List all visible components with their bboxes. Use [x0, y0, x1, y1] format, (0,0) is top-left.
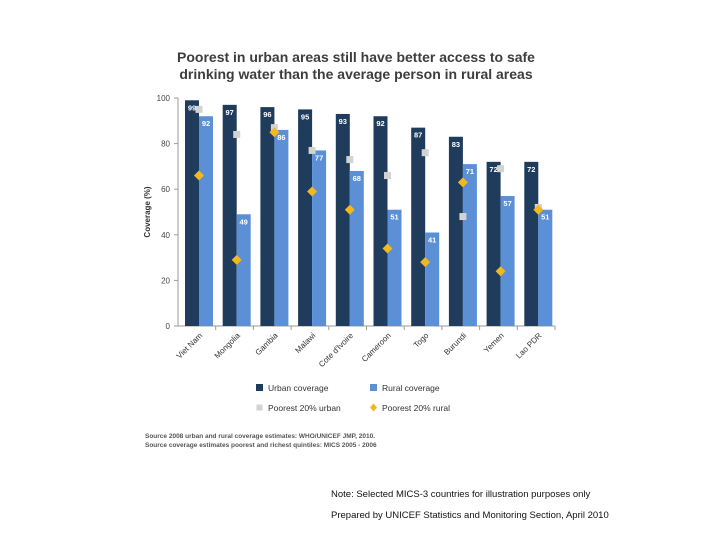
data-label-rural: 92: [202, 119, 210, 128]
category-label: Cote d'Ivoire: [317, 331, 355, 369]
y-tick-label: 60: [161, 185, 170, 194]
legend-swatch: [256, 384, 263, 391]
category-label: Gambia: [253, 331, 280, 358]
data-label-urban: 96: [263, 110, 271, 119]
marker-poorest-rural: [382, 243, 393, 254]
data-label-rural: 41: [428, 236, 436, 245]
legend: Urban coverage Rural coverage Poorest 20% …: [256, 383, 450, 413]
bar-rural: [274, 129, 289, 326]
data-label-urban: 72: [489, 165, 497, 174]
marker-poorest-urban: [421, 149, 429, 157]
data-label-rural: 71: [466, 167, 474, 176]
bar-urban: [448, 136, 463, 326]
bar-rural: [199, 116, 213, 327]
marker-poorest-rural: [194, 170, 204, 181]
marker-poorest-urban: [233, 130, 241, 138]
marker-poorest-rural: [495, 266, 506, 277]
y-axis-label: Coverage (%): [143, 186, 152, 237]
data-label-urban: 95: [301, 112, 309, 121]
category-label: Cameroon: [360, 331, 393, 364]
marker-poorest-urban: [195, 105, 203, 113]
bar-urban: [373, 116, 388, 327]
chart-title-line-2: drinking water than the average person i…: [179, 66, 532, 82]
data-label-rural: 51: [541, 213, 549, 222]
marker-poorest-rural: [420, 257, 431, 268]
bar-rural: [462, 164, 477, 326]
data-label-urban: 83: [452, 140, 460, 149]
marker-poorest-urban: [384, 172, 391, 180]
data-label-rural: 77: [315, 153, 323, 162]
bar-rural: [538, 209, 553, 326]
bar-rural: [312, 150, 327, 326]
category-label: Yemen: [482, 331, 506, 355]
bar-urban: [524, 161, 539, 326]
bar-rural: [236, 214, 251, 326]
data-label-urban: 87: [414, 131, 422, 140]
prepared-by-line: Prepared by UNICEF Statistics and Monito…: [331, 510, 609, 521]
y-tick-label: 40: [161, 231, 170, 240]
data-label-rural: 51: [390, 213, 398, 222]
chart-title-line-1: Poorest in urban areas still have better…: [177, 49, 535, 65]
y-tick-label: 20: [161, 276, 170, 285]
bar-rural: [387, 209, 402, 326]
bar-urban: [298, 109, 313, 327]
y-tick-label: 80: [161, 140, 170, 149]
source-line-2: Source coverage estimates poorest and ri…: [145, 442, 377, 449]
legend-label: Poorest 20% rural: [382, 403, 450, 413]
legend-label: Rural coverage: [382, 383, 440, 393]
data-label-urban: 93: [339, 117, 347, 126]
category-label: Burundi: [442, 331, 468, 357]
marker-poorest-urban: [346, 156, 354, 164]
bar-urban: [411, 127, 426, 326]
data-label-rural: 68: [353, 174, 361, 183]
marker-poorest-rural: [269, 127, 280, 138]
data-label-urban: 99: [188, 103, 196, 112]
marker-poorest-urban: [308, 146, 316, 154]
bar-rural: [425, 232, 440, 326]
note-line: Note: Selected MICS-3 countries for illu…: [331, 489, 591, 500]
marker-poorest-rural: [231, 254, 242, 265]
source-line-1: Source 2008 urban and rural coverage est…: [145, 433, 375, 440]
bar-urban: [486, 161, 501, 326]
legend-label: Poorest 20% urban: [268, 403, 341, 413]
data-label-rural: 57: [503, 199, 511, 208]
marker-poorest-rural: [344, 204, 355, 215]
bar-rural: [349, 170, 364, 326]
data-label-urban: 92: [376, 119, 384, 128]
marker-poorest-urban: [497, 165, 505, 173]
data-label-urban: 97: [226, 108, 234, 117]
source-notes: Source 2008 urban and rural coverage est…: [145, 432, 377, 450]
legend-swatch: [256, 404, 263, 411]
marker-poorest-rural: [457, 177, 468, 188]
data-label-rural: 86: [277, 133, 285, 142]
bar-urban: [222, 104, 237, 326]
category-label: Viet Nam: [175, 331, 205, 361]
bar-urban: [185, 100, 199, 326]
bar-urban: [335, 113, 350, 327]
category-label: Mongolia: [213, 331, 243, 361]
y-tick-label: 0: [166, 322, 171, 331]
marker-poorest-rural: [307, 186, 318, 197]
marker-poorest-rural: [533, 204, 544, 215]
footer-notes: Note: Selected MICS-3 countries for illu…: [331, 484, 609, 526]
category-label: Malawi: [293, 331, 317, 355]
legend-label: Urban coverage: [268, 383, 329, 393]
data-label-urban: 72: [527, 165, 535, 174]
category-label: Lao PDR: [514, 331, 543, 360]
y-tick-label: 100: [157, 94, 171, 103]
legend-swatch: [370, 384, 377, 391]
bar-rural: [500, 196, 515, 326]
marker-poorest-urban: [459, 213, 467, 221]
legend-swatch: [370, 403, 377, 412]
data-label-rural: 49: [240, 217, 248, 226]
category-label: Togo: [412, 331, 431, 350]
bar-urban: [260, 107, 275, 327]
plot-area: 0 20 40 60 80 100 99 92 Viet Nam 97 49 Mongolia 96 86…: [157, 94, 556, 369]
